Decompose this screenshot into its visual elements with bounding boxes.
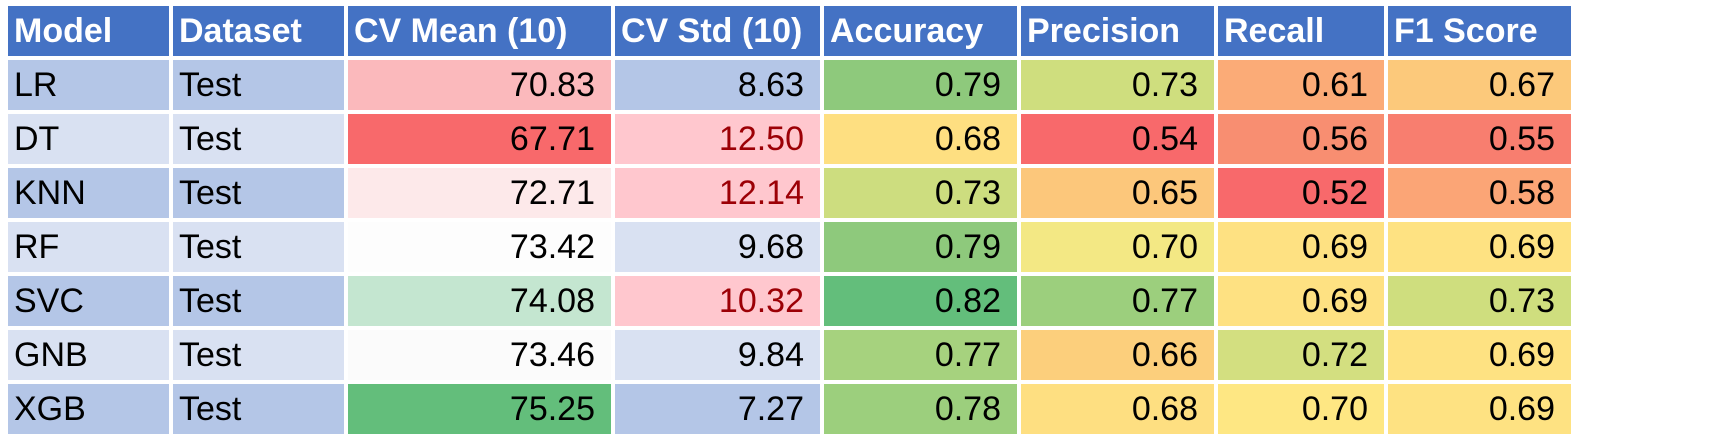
table-row: RF Test 73.42 9.68 0.79 0.70 0.69 0.69 [8, 222, 1571, 272]
cell-precision: 0.73 [1021, 60, 1214, 110]
cell-recall: 0.70 [1218, 384, 1384, 434]
header-precision: Precision [1021, 6, 1214, 56]
cell-model: DT [8, 114, 169, 164]
table-row: LR Test 70.83 8.63 0.79 0.73 0.61 0.67 [8, 60, 1571, 110]
cell-cv-mean: 73.46 [348, 330, 611, 380]
cell-dataset: Test [173, 222, 344, 272]
cell-recall: 0.56 [1218, 114, 1384, 164]
table-row: KNN Test 72.71 12.14 0.73 0.65 0.52 0.58 [8, 168, 1571, 218]
header-recall: Recall [1218, 6, 1384, 56]
header-cv-mean: CV Mean (10) [348, 6, 611, 56]
cell-dataset: Test [173, 60, 344, 110]
cell-f1-score: 0.58 [1388, 168, 1571, 218]
cell-cv-std: 12.14 [615, 168, 820, 218]
cell-cv-mean: 72.71 [348, 168, 611, 218]
cell-accuracy: 0.79 [824, 222, 1017, 272]
cell-dataset: Test [173, 168, 344, 218]
header-f1-score: F1 Score [1388, 6, 1571, 56]
cell-recall: 0.52 [1218, 168, 1384, 218]
cell-cv-std: 12.50 [615, 114, 820, 164]
cell-f1-score: 0.73 [1388, 276, 1571, 326]
cell-model: LR [8, 60, 169, 110]
cell-cv-std: 8.63 [615, 60, 820, 110]
cell-cv-std: 10.32 [615, 276, 820, 326]
cell-f1-score: 0.69 [1388, 384, 1571, 434]
cell-dataset: Test [173, 114, 344, 164]
table-body: LR Test 70.83 8.63 0.79 0.73 0.61 0.67 DT Test 67.… [8, 60, 1571, 434]
cell-accuracy: 0.77 [824, 330, 1017, 380]
header-accuracy: Accuracy [824, 6, 1017, 56]
cell-cv-std: 7.27 [615, 384, 820, 434]
cell-f1-score: 0.55 [1388, 114, 1571, 164]
table-row: GNB Test 73.46 9.84 0.77 0.66 0.72 0.69 [8, 330, 1571, 380]
cell-recall: 0.61 [1218, 60, 1384, 110]
cell-dataset: Test [173, 384, 344, 434]
cell-cv-mean: 70.83 [348, 60, 611, 110]
cell-precision: 0.65 [1021, 168, 1214, 218]
cell-precision: 0.68 [1021, 384, 1214, 434]
cell-cv-std: 9.84 [615, 330, 820, 380]
cell-cv-mean: 75.25 [348, 384, 611, 434]
cell-model: XGB [8, 384, 169, 434]
cell-cv-mean: 67.71 [348, 114, 611, 164]
model-metrics-table: Model Dataset CV Mean (10) CV Std (10) A… [4, 2, 1575, 438]
table-header: Model Dataset CV Mean (10) CV Std (10) A… [8, 6, 1571, 56]
table-row: DT Test 67.71 12.50 0.68 0.54 0.56 0.55 [8, 114, 1571, 164]
cell-precision: 0.77 [1021, 276, 1214, 326]
cell-accuracy: 0.79 [824, 60, 1017, 110]
cell-recall: 0.72 [1218, 330, 1384, 380]
cell-recall: 0.69 [1218, 222, 1384, 272]
cell-precision: 0.54 [1021, 114, 1214, 164]
cell-model: RF [8, 222, 169, 272]
cell-accuracy: 0.68 [824, 114, 1017, 164]
cell-model: SVC [8, 276, 169, 326]
cell-accuracy: 0.82 [824, 276, 1017, 326]
table-row: SVC Test 74.08 10.32 0.82 0.77 0.69 0.73 [8, 276, 1571, 326]
cell-f1-score: 0.69 [1388, 222, 1571, 272]
cell-dataset: Test [173, 276, 344, 326]
cell-accuracy: 0.78 [824, 384, 1017, 434]
header-cv-std: CV Std (10) [615, 6, 820, 56]
cell-precision: 0.66 [1021, 330, 1214, 380]
cell-recall: 0.69 [1218, 276, 1384, 326]
table-row: XGB Test 75.25 7.27 0.78 0.68 0.70 0.69 [8, 384, 1571, 434]
header-row: Model Dataset CV Mean (10) CV Std (10) A… [8, 6, 1571, 56]
header-model: Model [8, 6, 169, 56]
cell-cv-mean: 73.42 [348, 222, 611, 272]
cell-f1-score: 0.69 [1388, 330, 1571, 380]
cell-precision: 0.70 [1021, 222, 1214, 272]
cell-model: KNN [8, 168, 169, 218]
cell-model: GNB [8, 330, 169, 380]
cell-cv-mean: 74.08 [348, 276, 611, 326]
cell-cv-std: 9.68 [615, 222, 820, 272]
header-dataset: Dataset [173, 6, 344, 56]
cell-accuracy: 0.73 [824, 168, 1017, 218]
cell-f1-score: 0.67 [1388, 60, 1571, 110]
cell-dataset: Test [173, 330, 344, 380]
